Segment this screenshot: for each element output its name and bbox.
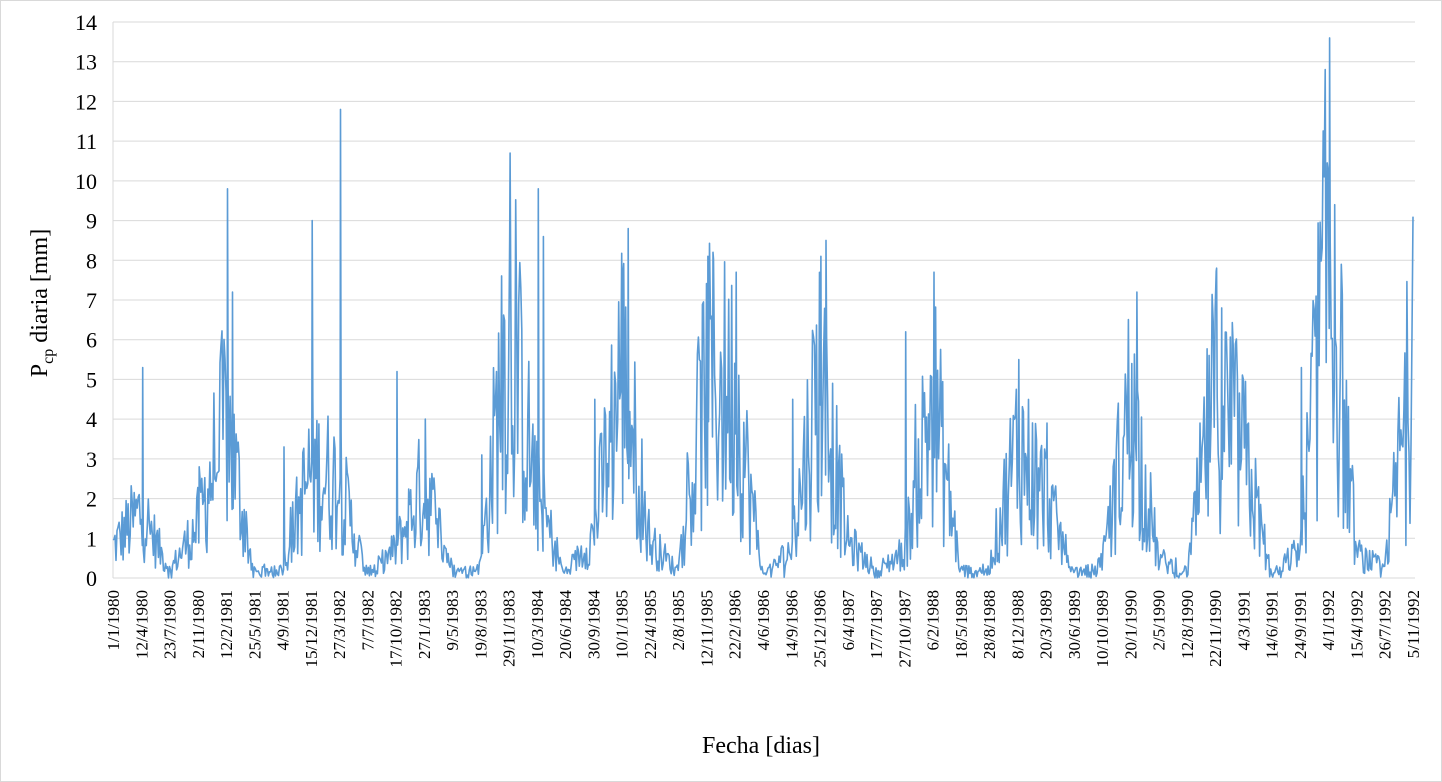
y-tick-label: 4	[86, 407, 97, 432]
x-tick-label: 19/8/1983	[471, 590, 490, 659]
x-tick-label: 2/5/1990	[1150, 590, 1169, 650]
x-axis-ticks: 1/1/1980 12/4/1980 23/7/1980 2/11/1980 12/2/…	[104, 590, 1423, 668]
y-axis-title: Pcp diaria [mm]	[27, 229, 57, 377]
x-tick-label: 12/8/1990	[1178, 590, 1197, 659]
x-tick-label: 17/7/1987	[867, 590, 886, 659]
y-tick-label: 5	[86, 367, 97, 392]
x-tick-label: 1/1/1980	[104, 590, 123, 650]
x-tick-label: 8/12/1988	[1008, 590, 1027, 659]
x-tick-label: 22/2/1986	[726, 590, 745, 659]
y-tick-label: 0	[86, 566, 97, 591]
x-tick-label: 22/11/1990	[1206, 590, 1225, 667]
x-tick-label: 24/9/1991	[1291, 590, 1310, 659]
y-axis-title-main: P	[27, 364, 53, 377]
y-tick-label: 14	[75, 10, 97, 35]
x-axis-title: Fecha [dias]	[702, 733, 820, 759]
x-tick-label: 20/6/1984	[556, 590, 575, 659]
x-tick-label: 6/4/1987	[839, 590, 858, 651]
y-axis-title-rest: diaria [mm]	[27, 229, 53, 349]
x-tick-label: 10/1/1985	[613, 590, 632, 659]
y-tick-label: 3	[86, 447, 97, 472]
x-tick-label: 20/1/1990	[1121, 590, 1140, 659]
x-tick-label: 28/8/1988	[980, 590, 999, 659]
gridlines	[112, 21, 1415, 579]
y-tick-label: 7	[86, 288, 97, 313]
series-group	[112, 37, 1414, 579]
y-tick-label: 9	[86, 209, 97, 234]
x-tick-label: 2/8/1985	[669, 590, 688, 650]
x-tick-label: 4/3/1991	[1234, 590, 1253, 650]
y-tick-label: 12	[75, 89, 97, 114]
x-tick-label: 22/4/1985	[641, 590, 660, 659]
y-tick-label: 11	[76, 129, 97, 154]
y-tick-label: 13	[75, 50, 97, 75]
x-tick-label: 15/12/1981	[302, 590, 321, 667]
y-tick-label: 2	[86, 487, 97, 512]
x-tick-label: 4/6/1986	[754, 590, 773, 650]
x-tick-label: 12/4/1980	[132, 590, 151, 659]
x-tick-label: 27/3/1982	[330, 590, 349, 659]
x-tick-label: 14/6/1991	[1263, 590, 1282, 659]
x-tick-label: 18/5/1988	[952, 590, 971, 659]
x-tick-label: 10/3/1984	[528, 590, 547, 659]
y-tick-label: 1	[86, 526, 97, 551]
x-tick-label: 25/12/1986	[811, 590, 830, 667]
x-tick-label: 23/7/1980	[161, 590, 180, 659]
series-line	[112, 37, 1414, 579]
x-tick-label: 2/11/1980	[189, 590, 208, 658]
x-tick-label: 9/5/1983	[443, 590, 462, 650]
x-tick-label: 27/1/1983	[415, 590, 434, 659]
y-tick-label: 10	[75, 169, 97, 194]
x-tick-label: 10/10/1989	[1093, 590, 1112, 667]
x-tick-label: 29/11/1983	[500, 590, 519, 667]
x-tick-label: 4/1/1992	[1319, 590, 1338, 650]
x-tick-label: 30/6/1989	[1065, 590, 1084, 659]
x-tick-label: 6/2/1988	[924, 590, 943, 650]
y-tick-label: 6	[86, 328, 97, 353]
y-tick-label: 8	[86, 248, 97, 273]
x-tick-label: 25/5/1981	[245, 590, 264, 659]
x-tick-label: 4/9/1981	[274, 590, 293, 650]
x-tick-label: 7/7/1982	[358, 590, 377, 650]
x-tick-label: 15/4/1992	[1347, 590, 1366, 659]
x-tick-label: 27/10/1987	[895, 590, 914, 668]
x-tick-label: 5/11/1992	[1404, 590, 1423, 658]
x-tick-label: 20/3/1989	[1037, 590, 1056, 659]
x-tick-label: 14/9/1986	[782, 590, 801, 659]
x-tick-label: 30/9/1984	[584, 590, 603, 659]
x-tick-label: 26/7/1992	[1376, 590, 1395, 659]
x-tick-label: 17/10/1982	[387, 590, 406, 667]
x-tick-label: 12/11/1985	[697, 590, 716, 667]
x-tick-label: 12/2/1981	[217, 590, 236, 659]
y-axis-title-sub: cp	[40, 349, 57, 364]
